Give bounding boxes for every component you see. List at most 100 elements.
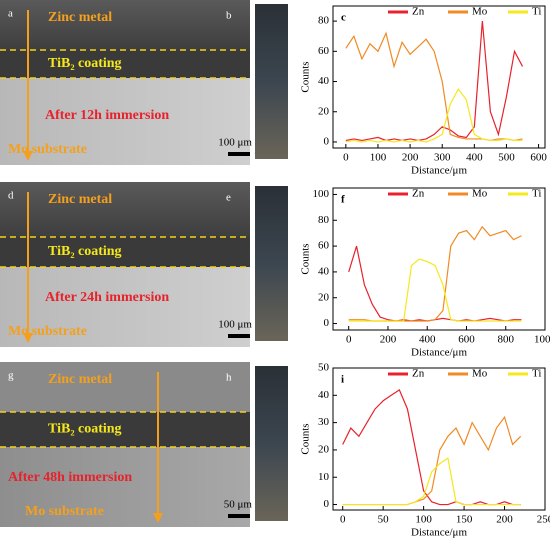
legend-label: Ti (532, 368, 541, 380)
x-tick-label: 300 (434, 152, 451, 164)
x-tick-label: 600 (458, 334, 475, 346)
series-line (348, 258, 522, 322)
coating-label: TiB₂ coating (48, 244, 122, 259)
x-tick-label: 0 (340, 514, 346, 526)
scale-bar (228, 334, 250, 338)
zinc-layer (0, 182, 250, 237)
coating-layer (0, 412, 250, 447)
coating-label: TiB₂ coating (48, 422, 122, 437)
series-line (348, 225, 522, 322)
series-line (342, 415, 522, 506)
x-tick-label: 400 (419, 334, 436, 346)
y-tick-label: 20 (318, 291, 330, 303)
x-tick-label: 200 (496, 514, 513, 526)
x-tick-label: 200 (380, 334, 397, 346)
y-tick-label: 10 (318, 471, 330, 483)
x-axis-label: Distance/μm (411, 527, 467, 539)
zinc-label: Zinc metal (48, 10, 112, 25)
x-tick-label: 100 (415, 514, 432, 526)
legend-label: Ti (532, 188, 541, 200)
y-tick-label: 20 (318, 105, 330, 117)
arrow-head (23, 333, 33, 343)
strip-image (255, 366, 288, 521)
y-tick-label: 40 (318, 389, 330, 401)
y-tick-label: 50 (318, 362, 330, 374)
y-tick-label: 60 (318, 45, 330, 57)
x-axis-label: Distance/μm (411, 347, 467, 359)
scale-label: 50 μm (224, 499, 253, 511)
panel-letter: a (8, 8, 13, 20)
zinc-layer (0, 362, 250, 412)
strip-image (255, 186, 288, 341)
panel-letter: f (341, 194, 345, 206)
scale-bar (228, 152, 250, 156)
legend-label: Mo (472, 368, 488, 380)
zinc-label: Zinc metal (48, 192, 112, 207)
zinc-layer (0, 0, 250, 50)
legend-label: Ti (532, 6, 541, 18)
y-tick-label: 0 (324, 317, 330, 329)
legend-label: Zn (412, 188, 425, 200)
substrate-label: Mo substrate (8, 324, 87, 339)
plot-frame (332, 367, 546, 511)
coating-label: TiB₂ coating (48, 56, 122, 71)
y-axis-label: Counts (300, 61, 312, 92)
y-tick-label: 100 (313, 188, 330, 200)
y-tick-label: 80 (318, 214, 330, 226)
y-tick-label: 20 (318, 443, 330, 455)
panel-letter: g (8, 370, 14, 382)
immersion-label: After 12h immersion (45, 108, 169, 123)
series-line (342, 388, 521, 506)
y-tick-label: 0 (324, 135, 330, 147)
arrow-head (153, 513, 163, 523)
y-tick-label: 30 (318, 416, 330, 428)
x-tick-label: 150 (456, 514, 473, 526)
series-line (345, 87, 523, 143)
panel-letter: d (8, 190, 14, 202)
y-tick-label: 0 (324, 498, 330, 510)
y-tick-label: 80 (318, 15, 330, 27)
panel-letter: b (226, 10, 232, 22)
arrow-head (23, 151, 33, 161)
x-tick-label: 400 (466, 152, 483, 164)
legend-label: Zn (412, 368, 425, 380)
immersion-label: After 48h immersion (8, 470, 132, 485)
zinc-label: Zinc metal (48, 372, 112, 387)
strip-image (255, 4, 288, 159)
immersion-label: After 24h immersion (45, 290, 169, 305)
scale-label: 100 μm (218, 137, 252, 149)
x-tick-label: 500 (498, 152, 515, 164)
y-tick-label: 40 (318, 75, 330, 87)
series-line (342, 457, 521, 506)
legend-label: Mo (472, 6, 488, 18)
panel-letter: h (226, 372, 232, 384)
panel-letter: c (341, 12, 346, 24)
x-axis-label: Distance/μm (411, 165, 467, 177)
plot-frame (332, 187, 546, 331)
legend-label: Mo (472, 188, 488, 200)
x-tick-label: 600 (530, 152, 547, 164)
x-tick-label: 0 (346, 334, 352, 346)
substrate-label: Mo substrate (8, 142, 87, 157)
x-tick-label: 50 (378, 514, 390, 526)
series-line (345, 21, 524, 142)
panel-letter: e (226, 192, 231, 204)
x-tick-label: 200 (402, 152, 419, 164)
y-tick-label: 60 (318, 240, 330, 252)
y-axis-label: Counts (300, 423, 312, 454)
series-line (345, 31, 523, 142)
y-tick-label: 40 (318, 265, 330, 277)
y-axis-label: Counts (300, 243, 312, 274)
coating-layer (0, 50, 250, 78)
x-tick-label: 100 (370, 152, 387, 164)
scale-bar (228, 514, 250, 518)
series-line (348, 245, 522, 322)
x-tick-label: 0 (343, 152, 349, 164)
x-tick-label: 800 (497, 334, 514, 346)
coating-layer (0, 237, 250, 267)
x-tick-label: 250 (537, 514, 550, 526)
scale-label: 100 μm (218, 319, 252, 331)
panel-letter: i (341, 374, 344, 386)
